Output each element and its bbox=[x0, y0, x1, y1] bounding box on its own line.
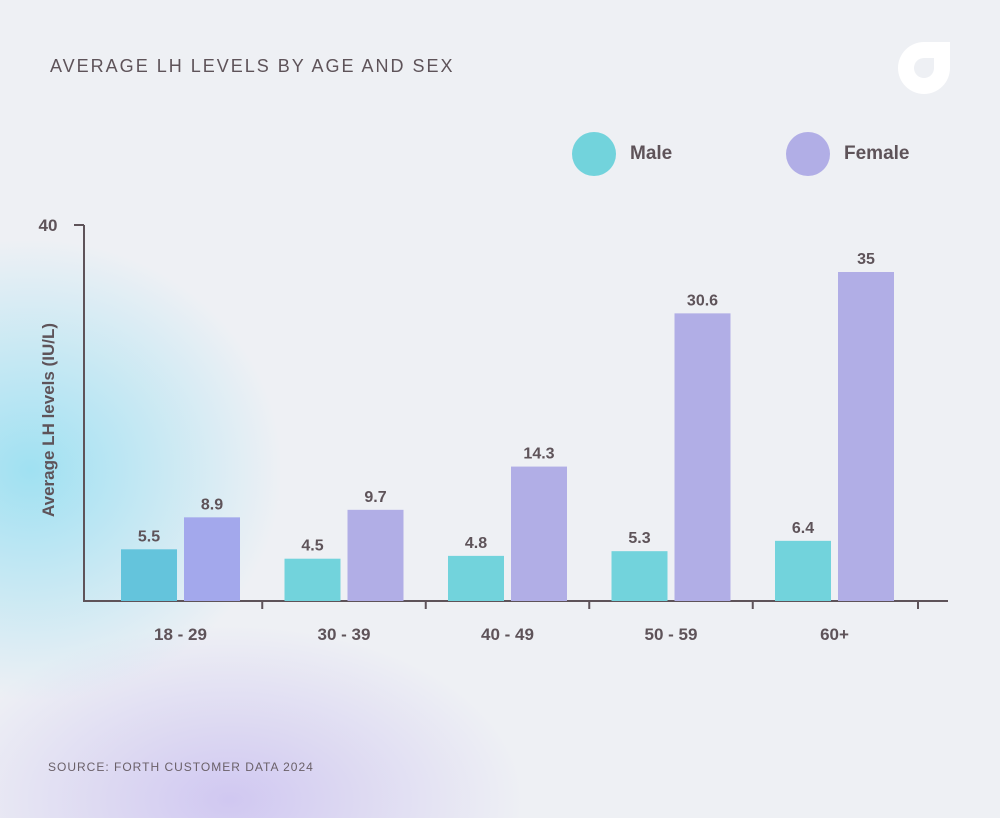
legend-label-male: Male bbox=[630, 143, 673, 164]
data-label-female: 14.3 bbox=[523, 446, 554, 463]
data-label-female: 8.9 bbox=[201, 496, 223, 513]
legend-item-female: Female bbox=[786, 132, 909, 176]
bar-male bbox=[121, 549, 177, 601]
legend-item-male: Male bbox=[572, 132, 672, 176]
bar-male bbox=[284, 558, 341, 601]
x-tick-label: 40 - 49 bbox=[481, 625, 534, 644]
chart-title: AVERAGE LH LEVELS BY AGE AND SEX bbox=[50, 56, 455, 76]
bar-male bbox=[448, 555, 504, 601]
bar-male bbox=[611, 551, 668, 601]
bar-female bbox=[184, 517, 240, 601]
x-tick-label: 60+ bbox=[820, 625, 849, 644]
legend-swatch-female bbox=[786, 132, 830, 176]
bar-female bbox=[511, 466, 567, 601]
bar-female bbox=[838, 272, 894, 601]
bar-female bbox=[674, 313, 731, 601]
data-label-male: 5.5 bbox=[138, 528, 160, 545]
forth-logo-icon bbox=[898, 42, 950, 94]
data-label-male: 4.5 bbox=[301, 538, 323, 555]
data-label-female: 30.6 bbox=[687, 292, 718, 309]
legend-label-female: Female bbox=[844, 143, 910, 164]
bar-female bbox=[347, 509, 404, 601]
data-label-female: 35 bbox=[857, 251, 875, 268]
y-tick-label: 40 bbox=[39, 216, 58, 235]
data-label-male: 5.3 bbox=[628, 530, 650, 547]
bar-male bbox=[775, 540, 831, 601]
data-label-female: 9.7 bbox=[364, 489, 386, 506]
x-tick-label: 30 - 39 bbox=[318, 625, 371, 644]
x-tick-label: 18 - 29 bbox=[154, 625, 207, 644]
data-label-male: 6.4 bbox=[792, 520, 814, 537]
source-note: SOURCE: FORTH CUSTOMER DATA 2024 bbox=[48, 760, 314, 774]
data-label-male: 4.8 bbox=[465, 535, 487, 552]
legend-swatch-male bbox=[572, 132, 616, 176]
x-tick-label: 50 - 59 bbox=[645, 625, 698, 644]
y-axis-title: Average LH levels (IU/L) bbox=[39, 323, 58, 517]
